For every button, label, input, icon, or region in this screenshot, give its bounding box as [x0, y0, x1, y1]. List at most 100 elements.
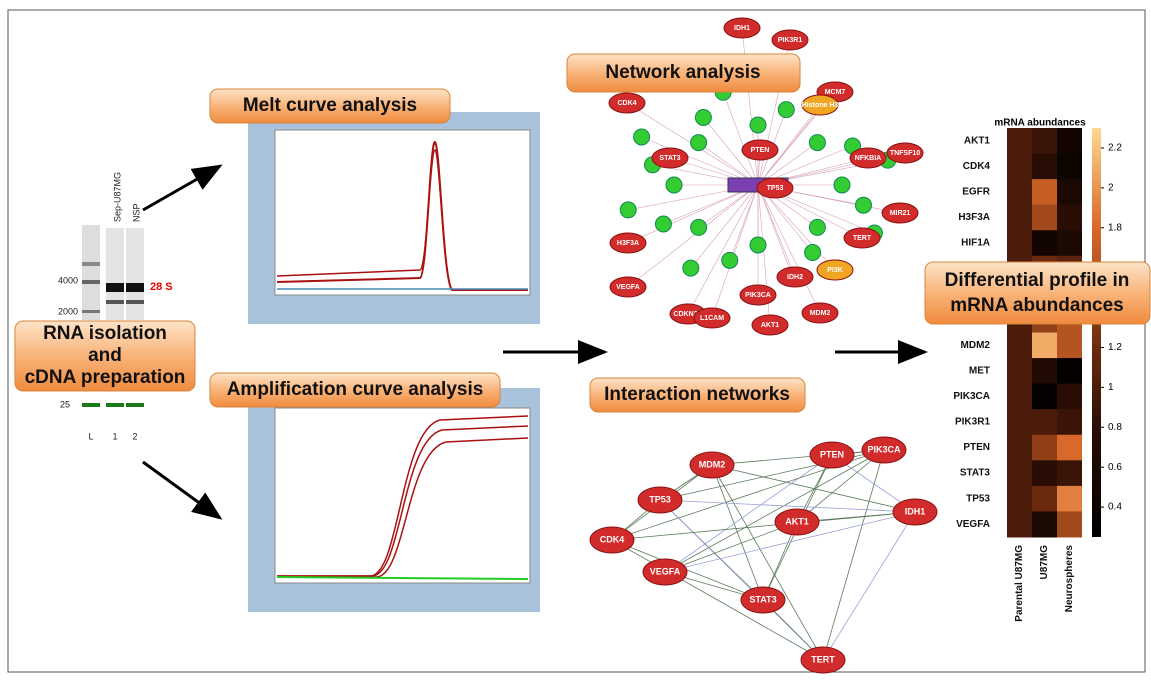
edge: [612, 540, 823, 660]
heatmap-cell: [1032, 384, 1057, 410]
callout-text: Differential profile in: [945, 270, 1130, 291]
heatmap-cell: [1007, 460, 1032, 486]
callout-text: Melt curve analysis: [243, 95, 417, 116]
interaction-node-label: MDM2: [699, 459, 726, 469]
callout-text: cDNA preparation: [25, 367, 186, 388]
heatmap-cell: [1057, 358, 1082, 384]
network-node-label: CDK4: [617, 100, 636, 107]
network-node-icon: [809, 135, 825, 151]
network-node-icon: [695, 109, 711, 125]
row-label: STAT3: [960, 468, 991, 479]
interaction-node-label: VEGFA: [650, 566, 681, 576]
network-node-icon: [683, 260, 699, 276]
heatmap-cell: [1007, 154, 1032, 180]
row-label: PTEN: [963, 442, 990, 453]
heatmap-cell: [1032, 154, 1057, 180]
heatmap-cell: [1007, 179, 1032, 205]
heatmap-cell: [1007, 333, 1032, 359]
colorbar-tick-label: 0.6: [1108, 462, 1122, 473]
interaction-node-label: TP53: [649, 494, 671, 504]
interaction-node-label: TERT: [811, 654, 835, 664]
heatmap-cell: [1032, 409, 1057, 435]
heatmap-cell: [1057, 384, 1082, 410]
heatmap-cell: [1032, 511, 1057, 537]
heatmap-cell: [1057, 435, 1082, 461]
colorbar-tick-label: 0.8: [1108, 422, 1122, 433]
row-label: MDM2: [961, 340, 991, 351]
callout-text: Amplification curve analysis: [227, 379, 484, 400]
heatmap-cell: [1057, 333, 1082, 359]
heatmap-cell: [1057, 205, 1082, 231]
network-node-label: VEGFA: [616, 284, 640, 291]
edge: [712, 465, 823, 660]
network-node-icon: [655, 216, 671, 232]
network-node-label: STAT3: [659, 155, 680, 162]
network-node-label: PIK3R1: [778, 37, 803, 44]
heatmap-cell: [1057, 230, 1082, 256]
colorbar-tick-label: 1: [1108, 382, 1114, 393]
lane-label: 1: [112, 431, 117, 441]
colorbar-tick-label: 0.4: [1108, 502, 1122, 513]
network-node-label: IDH1: [734, 25, 750, 32]
network-node-label: IDH2: [787, 274, 803, 281]
callout-text: and: [88, 345, 122, 366]
network-node-label: H3F3A: [617, 240, 639, 247]
edge: [612, 512, 915, 540]
colorbar-tick-label: 2: [1108, 182, 1114, 193]
network-node-icon: [750, 237, 766, 253]
interaction-network: MDM2PTENPIK3CATP53AKT1IDH1CDK4VEGFASTAT3…: [590, 437, 937, 673]
network-node-icon: [778, 102, 794, 118]
network-node-icon: [805, 245, 821, 261]
network-node-label: TNFSF10: [890, 150, 920, 157]
network-node-label: PI3K: [827, 267, 843, 274]
network-node-label: TP53: [767, 185, 784, 192]
heatmap-cell: [1032, 230, 1057, 256]
heatmap-cell: [1032, 486, 1057, 512]
network-node-label: MDM2: [810, 310, 831, 317]
heatmap-cell: [1032, 333, 1057, 359]
heatmap-cell: [1057, 486, 1082, 512]
network-node-label: MIR21: [890, 210, 911, 217]
network-node-icon: [634, 129, 650, 145]
amplification-plot: [248, 388, 540, 612]
heatmap-cell: [1032, 205, 1057, 231]
network-node-label: TERT: [853, 235, 872, 242]
edge: [712, 465, 915, 512]
heatmap-cell: [1007, 205, 1032, 231]
row-label: PIK3R1: [955, 417, 990, 428]
network-node-icon: [666, 177, 682, 193]
network-node-label: MCM7: [825, 89, 846, 96]
interaction-node-label: AKT1: [785, 516, 809, 526]
interaction-node-label: PTEN: [820, 449, 844, 459]
heatmap-cell: [1007, 511, 1032, 537]
interaction-node-label: IDH1: [905, 506, 926, 516]
heatmap-cell: [1057, 409, 1082, 435]
row-label: EGFR: [962, 187, 991, 198]
row-label: AKT1: [964, 135, 991, 146]
edge: [628, 185, 758, 243]
edge: [758, 185, 795, 277]
lane-label: L: [88, 431, 93, 441]
network-node-label: NFKBIA: [855, 155, 881, 162]
heatmap-cell: [1007, 486, 1032, 512]
network-node-icon: [834, 177, 850, 193]
row-label: HIF1A: [961, 238, 990, 249]
network-node-label: PTEN: [751, 147, 770, 154]
row-label: H3F3A: [958, 212, 990, 223]
marker-label: 25: [60, 399, 70, 409]
network-node-label: PIK3CA: [745, 292, 771, 299]
marker-label: 2000: [58, 306, 78, 316]
row-label: MET: [969, 365, 990, 376]
column-label: Neurospheres: [1064, 545, 1075, 613]
heatmap-cell: [1007, 358, 1032, 384]
heatmap-cell: [1007, 230, 1032, 256]
edge: [758, 185, 793, 278]
callout-text: Network analysis: [605, 62, 760, 83]
edge: [823, 512, 915, 660]
edge: [723, 92, 758, 185]
heatmap-cell: [1007, 128, 1032, 154]
band-label: 28 S: [150, 281, 173, 293]
heatmap-cell: [1007, 409, 1032, 435]
edge: [823, 450, 884, 660]
lane-header: Sep-U87MG: [112, 172, 122, 222]
